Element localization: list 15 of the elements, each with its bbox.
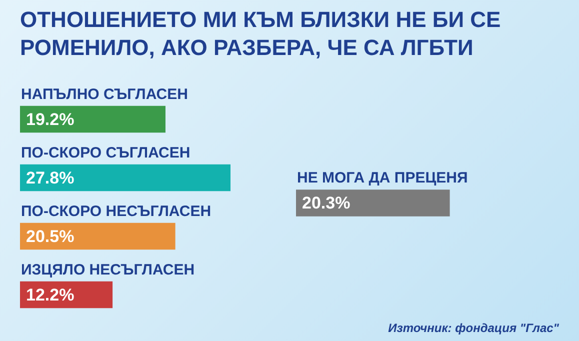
text: Източник: фондация "Глас" (388, 321, 559, 335)
y-tick-label: ИЗЦЯЛО НЕСЪГЛАСЕН (21, 261, 195, 278)
bar (20, 106, 166, 133)
chart-title: ОТНОШЕНИЕТО МИ КЪМ БЛИЗКИ НЕ БИ СЕ РОМЕНИЛО, АКО РАЗБЕРА, ЧЕ СА ЛГБТИ (20, 6, 502, 62)
y-tick-label: ПО-СКОРО СЪГЛАСЕН (21, 144, 190, 162)
y-tick-label: НАПЪЛНО СЪГЛАСЕН (21, 86, 188, 103)
data-label: 20.3% (302, 194, 350, 213)
y-tick-label: ПО-СКОРО НЕСЪГЛАСЕН (21, 202, 212, 220)
data-label: 19.2% (26, 110, 74, 129)
data-label: 12.2% (26, 285, 74, 304)
bar (20, 222, 176, 250)
y-tick-label: НЕ МОГА ДА ПРЕЦЕНЯ (297, 170, 468, 187)
data-label: 27.8% (26, 168, 74, 188)
data-label: 20.5% (26, 226, 74, 246)
bar (20, 164, 230, 192)
